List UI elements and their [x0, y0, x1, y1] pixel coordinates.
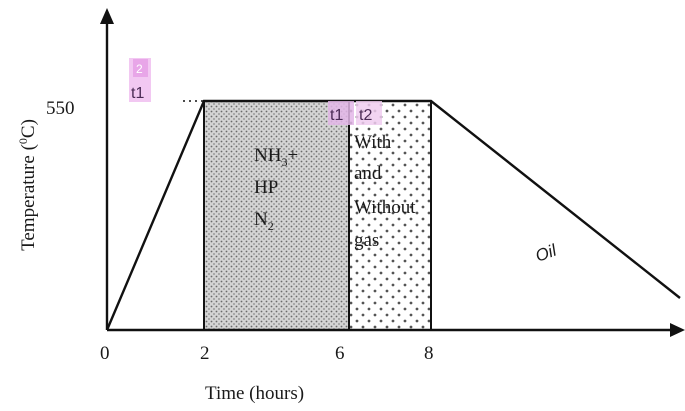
marker-number: 2: [136, 62, 143, 76]
marker-label: t2: [359, 107, 372, 124]
x-tick-label: 6: [335, 343, 345, 364]
marker-t1-numbered[interactable]: 2 t1: [129, 58, 151, 102]
gas-cooling-region: [348, 100, 432, 331]
oil-label: Oil: [533, 240, 560, 265]
y-axis-arrow: [100, 8, 114, 24]
marker-label: t1: [330, 107, 343, 124]
x-tick-label: 0: [100, 343, 110, 364]
x-axis-arrow: [670, 323, 685, 337]
nitriding-label-line2: HP: [254, 177, 278, 198]
marker-t2[interactable]: t2: [356, 101, 382, 125]
gas-cooling-label-line3: Without: [354, 197, 416, 218]
gas-cooling-label-line4: gas: [354, 230, 379, 251]
gas-cooling-label-line1: With: [354, 132, 392, 153]
x-axis-label: Time (hours): [205, 383, 304, 404]
marker-label: t1: [131, 85, 144, 102]
x-tick-label: 2: [200, 343, 210, 364]
nitriding-label-line1: NH3+: [254, 145, 298, 169]
temperature-profile-line: [105, 99, 681, 331]
gas-cooling-label-line2: and: [354, 163, 382, 184]
marker-t1[interactable]: t1: [328, 101, 354, 125]
nitriding-region: [203, 100, 350, 331]
y-tick-label: 550: [46, 98, 75, 119]
x-tick-label: 8: [424, 343, 434, 364]
nitriding-label-line3: N2: [254, 209, 274, 233]
y-axis-label: Temperature (0C): [16, 119, 39, 251]
